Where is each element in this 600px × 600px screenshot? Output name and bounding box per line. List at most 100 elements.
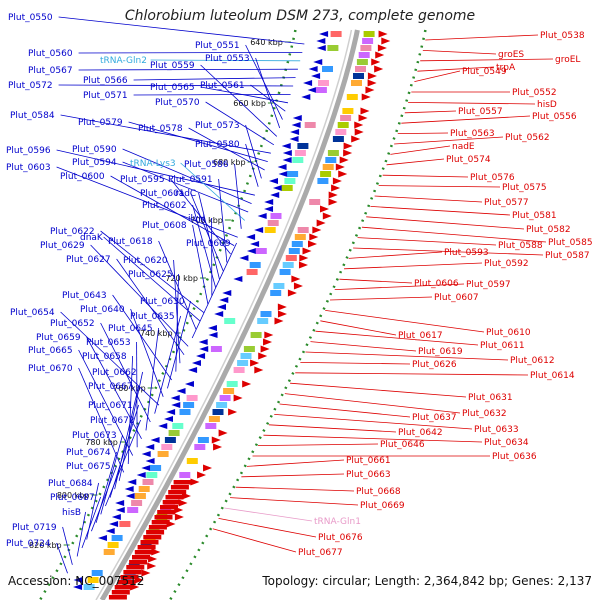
label-connector — [218, 178, 228, 263]
operon-block — [148, 525, 167, 530]
gene-label: Plut_0620 — [123, 256, 168, 266]
label-connector — [404, 110, 457, 114]
cog-box-reverse — [322, 66, 333, 72]
gene-label: Plut_0588 — [498, 241, 543, 251]
gene-label: Plut_0562 — [505, 133, 550, 143]
gene-label: hisB — [62, 508, 81, 518]
gene-label: Plut_0724 — [6, 539, 51, 549]
label-connector — [257, 443, 379, 446]
cog-box-forward — [270, 290, 282, 296]
gene-arrow-forward — [190, 478, 200, 486]
label-connector — [190, 192, 224, 271]
label-connector — [290, 382, 467, 398]
label-connector — [245, 143, 259, 187]
gene-label: Plut_0687 — [50, 493, 95, 503]
operon-block — [140, 540, 159, 545]
cog-box-forward — [335, 129, 347, 135]
label-connector — [127, 355, 133, 465]
label-connector — [200, 86, 289, 104]
gene-arrow-reverse — [277, 164, 287, 170]
gene-label: Plut_0653 — [86, 338, 131, 348]
label-connector — [56, 542, 68, 574]
gene-arrow-reverse — [311, 73, 321, 79]
gene-arrow-forward — [274, 317, 284, 325]
cog-box-reverse — [267, 220, 279, 226]
gene-label: Plut_0617 — [398, 331, 443, 341]
gene-arrow-reverse — [141, 451, 151, 457]
gene-label: Plut_0674 — [66, 448, 111, 458]
cog-box-reverse — [297, 143, 309, 149]
gene-label: Plut_0631 — [468, 393, 513, 403]
gene-label: Plut_0642 — [398, 428, 443, 438]
cog-box-forward — [279, 269, 291, 275]
tick-label: 800 kbp — [57, 491, 90, 500]
gene-label: Plut_0573 — [195, 121, 240, 131]
label-connector — [212, 528, 297, 553]
gene-arrow-reverse — [115, 500, 125, 506]
gene-arrow-reverse — [239, 255, 249, 261]
label-connector — [60, 311, 160, 406]
gene-label: Plut_0677 — [298, 548, 343, 558]
cog-box-forward — [291, 241, 303, 247]
cog-box-reverse — [157, 451, 169, 457]
gene-arrow-reverse — [171, 402, 181, 408]
gene-label: Plut_0557 — [458, 107, 503, 117]
operon-block — [129, 560, 148, 565]
gene-arrow-forward — [309, 233, 319, 241]
gene-arrow-reverse — [145, 458, 155, 464]
cog-box-forward — [240, 353, 252, 359]
label-connector — [263, 434, 483, 443]
label-connector — [353, 247, 544, 256]
gene-label: Plut_0614 — [530, 371, 575, 381]
gene-label: Plut_0553 — [205, 54, 250, 64]
inner-dotted-ring — [38, 29, 297, 600]
gene-arrow-reverse — [307, 87, 317, 93]
label-connector — [58, 16, 305, 45]
cog-box-forward — [363, 31, 375, 37]
gene-arrow-forward — [151, 548, 161, 556]
gene-arrow-reverse — [115, 507, 125, 513]
operon-block — [143, 535, 162, 540]
gene-arrow-forward — [335, 163, 345, 171]
gene-arrow-forward — [343, 149, 353, 157]
gene-arrow-reverse — [150, 437, 160, 443]
gene-arrow-reverse — [222, 290, 232, 296]
gene-arrow-reverse — [109, 521, 119, 527]
gene-arrow-reverse — [219, 297, 229, 303]
tick-label: 740 kbp — [140, 329, 173, 338]
gene-arrow-reverse — [282, 157, 292, 163]
label-connector — [62, 526, 73, 565]
gene-arrow-reverse — [268, 178, 278, 184]
label-connector — [133, 77, 296, 81]
label-connector — [76, 511, 86, 557]
gene-arrow-reverse — [141, 465, 151, 471]
cog-box-reverse — [87, 577, 99, 583]
gene-arrow-reverse — [272, 185, 282, 191]
label-connector — [78, 68, 298, 71]
tick-label: 720 kbp — [165, 274, 198, 283]
gene-label: Plut_0538 — [540, 31, 585, 41]
label-connector — [78, 52, 303, 54]
gene-label: Plut_0637 — [412, 413, 457, 423]
gene-label: Plut_0719 — [12, 523, 57, 533]
operon-block — [126, 565, 145, 570]
cog-box-reverse — [161, 444, 173, 450]
cog-box-reverse — [281, 185, 293, 191]
gene-arrow-reverse — [73, 584, 83, 590]
gene-label: nadE — [452, 142, 475, 152]
gene-arrow-forward — [250, 359, 260, 367]
gene-label: Plut_0603 — [6, 163, 51, 173]
label-connector — [401, 115, 531, 124]
cog-box-reverse — [270, 213, 282, 219]
gene-arrow-reverse — [281, 143, 291, 149]
tick-label: 780 kbp — [85, 438, 118, 447]
operon-block — [120, 575, 139, 580]
gene-arrow-forward — [174, 513, 184, 521]
gene-arrow-reverse — [291, 122, 301, 128]
gene-label: Plut_0634 — [484, 438, 529, 448]
label-connector — [224, 507, 313, 522]
label-connector — [386, 158, 445, 166]
gene-arrow-forward — [277, 310, 287, 318]
label-connector — [100, 322, 151, 423]
gene-label: Plut_0585 — [548, 238, 593, 248]
